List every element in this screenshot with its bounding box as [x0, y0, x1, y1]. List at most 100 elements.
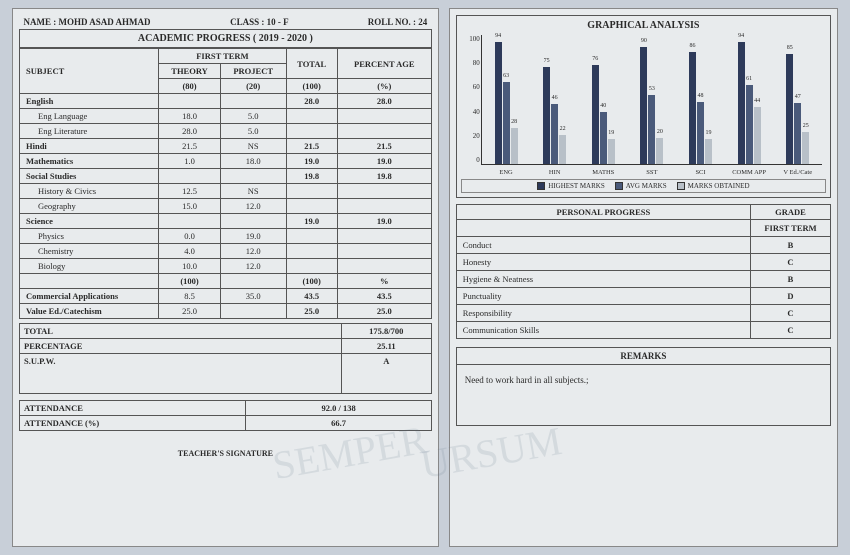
project-mark: 12.0	[220, 259, 286, 274]
bar-value: 85	[784, 45, 795, 51]
bar-value: 44	[752, 98, 763, 104]
personal-label: Hygiene & Neatness	[456, 271, 750, 288]
bar-value: 40	[598, 103, 609, 109]
name-label: NAME :	[24, 17, 57, 27]
personal-grade: C	[751, 322, 831, 339]
project-mark	[220, 214, 286, 229]
subject-row: Social Studies 19.8 19.8	[20, 169, 432, 184]
pct-mark: 19.0	[337, 214, 431, 229]
subject-row: Chemistry 4.0 12.0	[20, 244, 432, 259]
progress-title: ACADEMIC PROGRESS ( 2019 - 2020 )	[20, 30, 432, 48]
total-value: 175.8/700	[341, 324, 431, 339]
total-mark	[286, 244, 337, 259]
bar-group: 864819SCI	[676, 35, 725, 164]
pct-mark	[337, 244, 431, 259]
personal-label: Conduct	[456, 237, 750, 254]
pct-mark	[337, 184, 431, 199]
subject-name: Commercial Applications	[20, 289, 159, 304]
personal-grade: C	[751, 254, 831, 271]
bar-highest: 94	[495, 42, 502, 164]
theory-mark: 8.5	[159, 289, 221, 304]
bar-value: 22	[557, 126, 568, 132]
personal-grade: B	[751, 271, 831, 288]
bar-value: 76	[590, 56, 601, 62]
bar-value: 28	[509, 119, 520, 125]
bar-group-label: MATHS	[579, 169, 628, 176]
bar-value: 53	[646, 86, 657, 92]
bar-value: 47	[792, 94, 803, 100]
total-mark: 28.0	[286, 94, 337, 109]
subject-name: Hindi	[20, 139, 159, 154]
project-mark: 18.0	[220, 154, 286, 169]
ytick: 80	[462, 59, 480, 67]
pct-mark: 43.5	[337, 289, 431, 304]
pct-mark: 28.0	[337, 94, 431, 109]
subject-name: Eng Literature	[20, 124, 159, 139]
col-percent-unit: (%)	[337, 79, 431, 94]
totals-table: TOTAL175.8/700 PERCENTAGE25.11 S.U.P.W.A	[19, 323, 432, 394]
grade-header: GRADE	[751, 205, 831, 220]
personal-grade: D	[751, 288, 831, 305]
total-mark	[286, 184, 337, 199]
subject-name: Chemistry	[20, 244, 159, 259]
chart-title: GRAPHICAL ANALYSIS	[461, 20, 826, 31]
personal-row: PunctualityD	[456, 288, 830, 305]
subject-row: Biology 10.0 12.0	[20, 259, 432, 274]
personal-title: PERSONAL PROGRESS	[456, 205, 750, 220]
bar-value: 19	[606, 130, 617, 136]
project-mark: NS	[220, 184, 286, 199]
bar-avg: 47	[794, 103, 801, 164]
bar-value: 94	[736, 33, 747, 39]
chart-legend: HIGHEST MARKS AVG MARKS MARKS OBTAINED	[461, 179, 826, 193]
col-total-max: (100)	[286, 79, 337, 94]
graphical-analysis-chart: GRAPHICAL ANALYSIS 100806040200 946328EN…	[456, 15, 831, 198]
col-percent: PERCENT AGE	[337, 49, 431, 79]
project-mark: 12.0	[220, 199, 286, 214]
remarks-text: Need to work hard in all subjects.;	[457, 365, 830, 425]
project-mark: 12.0	[220, 244, 286, 259]
project-mark	[220, 304, 286, 319]
pct-mark: 19.0	[337, 154, 431, 169]
subject-row: Commercial Applications 8.5 35.0 43.5 43…	[20, 289, 432, 304]
bar-group: 946328ENG	[482, 35, 531, 164]
pct-mark	[337, 229, 431, 244]
project-mark	[220, 94, 286, 109]
subject-row: Eng Literature 28.0 5.0	[20, 124, 432, 139]
bar-group: 946144COMM APP	[725, 35, 774, 164]
midrow-pct: %	[337, 274, 431, 289]
total-mark: 19.0	[286, 154, 337, 169]
bar-value: 20	[654, 129, 665, 135]
legend-highest: HIGHEST MARKS	[548, 182, 604, 190]
subject-row: Science 19.0 19.0	[20, 214, 432, 229]
total-mark	[286, 109, 337, 124]
theory-mark: 28.0	[159, 124, 221, 139]
subject-row: Hindi 21.5 NS 21.5 21.5	[20, 139, 432, 154]
bar-group: 905320SST	[628, 35, 677, 164]
attendance-pct-label: ATTENDANCE (%)	[20, 416, 246, 431]
bar-obtained: 28	[511, 128, 518, 164]
pct-value: 25.11	[341, 339, 431, 354]
legend-obtained: MARKS OBTAINED	[688, 182, 750, 190]
personal-grade: C	[751, 305, 831, 322]
personal-label: Communication Skills	[456, 322, 750, 339]
theory-mark: 10.0	[159, 259, 221, 274]
class-value: 10 - F	[267, 17, 289, 27]
bar-group-label: HIN	[530, 169, 579, 176]
total-mark	[286, 199, 337, 214]
bar-value: 25	[800, 123, 811, 129]
bar-value: 46	[549, 95, 560, 101]
ytick: 40	[462, 108, 480, 116]
theory-mark	[159, 214, 221, 229]
subject-name: Mathematics	[20, 154, 159, 169]
class-label: CLASS :	[230, 17, 264, 27]
subject-name: Social Studies	[20, 169, 159, 184]
bar-group-label: COMM APP	[725, 169, 774, 176]
attendance-table: ATTENDANCE92.0 / 138 ATTENDANCE (%)66.7	[19, 400, 432, 431]
bar-group-label: SST	[628, 169, 677, 176]
bar-value: 86	[687, 43, 698, 49]
project-mark: 5.0	[220, 124, 286, 139]
bar-value: 19	[703, 130, 714, 136]
total-mark: 19.0	[286, 214, 337, 229]
total-mark	[286, 229, 337, 244]
subject-row: English 28.0 28.0	[20, 94, 432, 109]
